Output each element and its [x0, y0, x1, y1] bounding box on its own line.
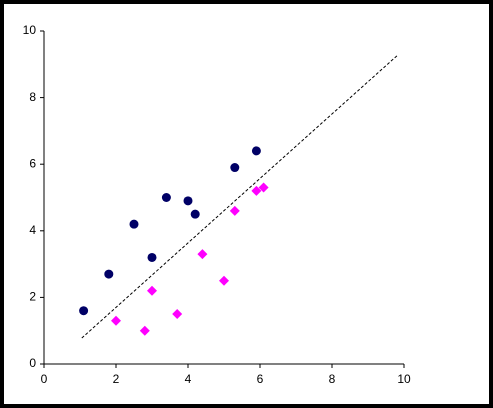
point	[229, 205, 240, 216]
x-tick-label: 2	[113, 372, 120, 386]
x-tick-label: 4	[185, 372, 192, 386]
chart-background	[4, 4, 489, 404]
y-tick-label: 10	[23, 23, 37, 37]
x-tick-label: 6	[257, 372, 264, 386]
point	[258, 182, 269, 193]
point	[251, 185, 262, 196]
x-tick-label: 8	[329, 372, 336, 386]
point	[139, 325, 150, 336]
point	[161, 193, 171, 202]
point	[79, 306, 89, 316]
point	[147, 285, 157, 296]
point	[147, 252, 157, 262]
x-tick-label: 0	[41, 372, 48, 386]
trend-line	[81, 54, 399, 339]
point	[219, 275, 229, 286]
point	[104, 269, 114, 279]
point	[190, 209, 200, 219]
point	[111, 315, 121, 326]
point	[230, 163, 240, 173]
point	[129, 219, 139, 229]
point	[197, 249, 208, 260]
x-tick-label: 10	[397, 372, 411, 386]
y-tick-label: 0	[29, 356, 36, 370]
point	[251, 146, 261, 156]
point	[172, 309, 183, 320]
point	[183, 196, 193, 206]
y-tick-label: 6	[29, 156, 36, 170]
y-tick-label: 4	[29, 223, 36, 237]
y-tick-label: 2	[29, 290, 36, 304]
y-tick-label: 8	[29, 90, 36, 104]
